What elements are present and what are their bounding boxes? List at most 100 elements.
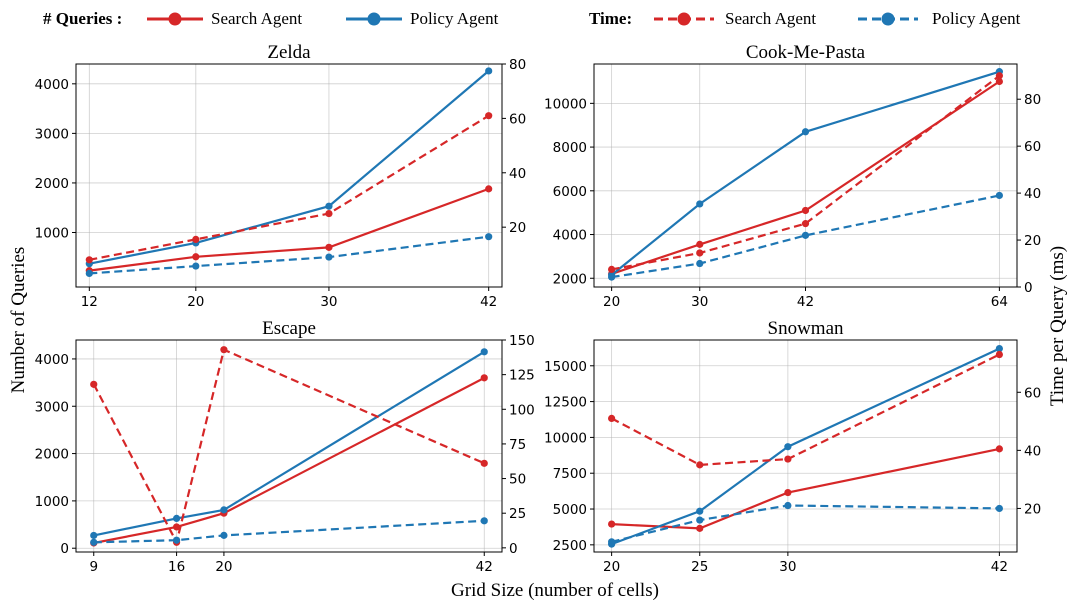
subplot-cook-me-pasta: Cook-Me-Pasta 20 30 42 64 2000 4000 6000 8000 100… [544, 42, 1041, 310]
x-tick-label: 9 [89, 559, 98, 575]
series-line-search-time [92, 348, 485, 546]
y-left-tick-label: 1000 [35, 225, 69, 241]
data-point-search-time [480, 459, 488, 467]
y-left-tick-label: 4000 [553, 228, 587, 244]
data-point-policy-time [85, 269, 93, 278]
data-point-search-time [220, 346, 228, 354]
legend-policy-queries-marker [367, 12, 381, 26]
data-point-policy-queries [995, 344, 1003, 353]
data-point-search-queries [325, 243, 333, 251]
data-point-policy-queries [801, 128, 810, 136]
data-point-search-time [696, 461, 704, 469]
x-tick-label: 20 [215, 559, 232, 575]
series-policy-queries [90, 348, 488, 540]
series-line-policy-queries [93, 350, 485, 537]
data-point-search-time [995, 72, 1003, 80]
series-search-queries [90, 374, 488, 547]
data-point-policy-time [784, 501, 792, 510]
y-left-tick-label: 2000 [35, 447, 69, 463]
x-tick-label: 20 [603, 559, 620, 575]
series-search-time [608, 350, 1003, 469]
series-line-search-time [611, 74, 1001, 271]
data-point-policy-queries [220, 506, 228, 514]
series-line-search-queries [611, 80, 1001, 275]
data-point-policy-time [192, 262, 200, 270]
series-line-policy-time [93, 519, 485, 544]
data-point-search-time [85, 256, 93, 264]
y-left-tick-label: 2000 [35, 176, 69, 192]
series-search-queries [85, 185, 493, 275]
series-search-time [85, 112, 493, 264]
series-search-time [90, 346, 488, 546]
data-point-search-queries [696, 524, 704, 532]
data-point-search-queries [485, 185, 493, 193]
subplot-zelda: Zelda 12 20 30 42 1000 2000 3000 4000 20 40 60 80 [35, 42, 527, 310]
data-point-search-time [192, 235, 200, 244]
data-point-search-queries [696, 240, 704, 248]
y-right-tick-label: 60 [1024, 385, 1041, 401]
series-line-policy-time [611, 504, 1000, 543]
y-left-tick-label: 4000 [35, 77, 69, 93]
y-left-tick-label: 3000 [35, 399, 69, 415]
legend-search-queries-marker [168, 12, 182, 26]
plot-frame [75, 339, 503, 553]
x-tick-label: 30 [691, 294, 708, 310]
data-point-policy-time [995, 191, 1003, 200]
y-left-tick-label: 7500 [553, 466, 587, 482]
subplot-title: Cook-Me-Pasta [746, 42, 866, 63]
data-point-search-queries [480, 374, 488, 382]
y-right-tick-label: 100 [509, 402, 535, 418]
data-point-policy-time [90, 538, 98, 546]
subplot-escape: Escape 9 16 20 42 0 1000 2000 3000 4000 0 25 50 75 100… [35, 318, 535, 575]
data-point-policy-time [485, 233, 493, 241]
legend-search-time-label: Search Agent [725, 9, 816, 28]
data-point-search-time [784, 455, 792, 463]
data-point-policy-time [995, 504, 1003, 513]
y-right-tick-label: 20 [509, 220, 526, 236]
x-tick-label: 20 [603, 294, 620, 310]
data-point-search-queries [801, 206, 810, 215]
y-left-tick-label: 2000 [553, 271, 587, 287]
series-line-search-time [89, 114, 490, 261]
series-policy-time [608, 191, 1003, 281]
left-y-axis-label: Number of Queries [8, 247, 29, 394]
data-point-search-queries [784, 488, 792, 497]
series-line-policy-time [89, 235, 489, 275]
data-point-search-queries [172, 523, 181, 531]
data-point-search-time [995, 350, 1003, 359]
series-policy-queries [608, 344, 1003, 548]
data-point-search-time [608, 265, 616, 273]
y-right-tick-label: 25 [509, 506, 526, 522]
series-line-search-queries [93, 376, 485, 545]
data-point-policy-time [172, 536, 181, 544]
x-tick-label: 12 [81, 294, 98, 310]
y-left-tick-label: 2500 [553, 538, 587, 554]
data-point-search-time [696, 249, 704, 257]
legend-queries: # Queries : Search Agent Policy Agent [43, 9, 499, 28]
legend-policy-time-label: Policy Agent [932, 9, 1021, 28]
y-right-tick-label: 20 [1024, 501, 1041, 517]
grid [594, 340, 1017, 552]
y-right-tick-label: 20 [1024, 233, 1041, 249]
y-left-tick-label: 10000 [544, 430, 587, 446]
series-line-policy-time [611, 194, 1000, 279]
data-point-search-time [485, 112, 493, 120]
x-tick-label: 30 [320, 294, 337, 310]
y-right-tick-label: 150 [509, 333, 535, 349]
data-point-search-time [325, 209, 333, 218]
legend-time: Time: Search Agent Policy Agent [589, 9, 1021, 28]
data-point-search-time [801, 220, 810, 228]
data-point-policy-time [220, 531, 228, 539]
data-point-policy-time [696, 516, 704, 524]
legend-search-queries-label: Search Agent [211, 9, 302, 28]
data-point-search-queries [608, 520, 616, 528]
series-line-search-queries [89, 187, 490, 272]
y-left-tick-label: 5000 [553, 502, 587, 518]
grid [594, 64, 1017, 287]
legend-queries-title: # Queries : [43, 9, 122, 28]
data-point-policy-time [325, 253, 333, 261]
series-line-search-queries [611, 447, 1000, 530]
y-right-tick-label: 40 [1024, 443, 1041, 459]
series-policy-time [90, 517, 488, 546]
y-right-tick-label: 75 [509, 437, 526, 453]
